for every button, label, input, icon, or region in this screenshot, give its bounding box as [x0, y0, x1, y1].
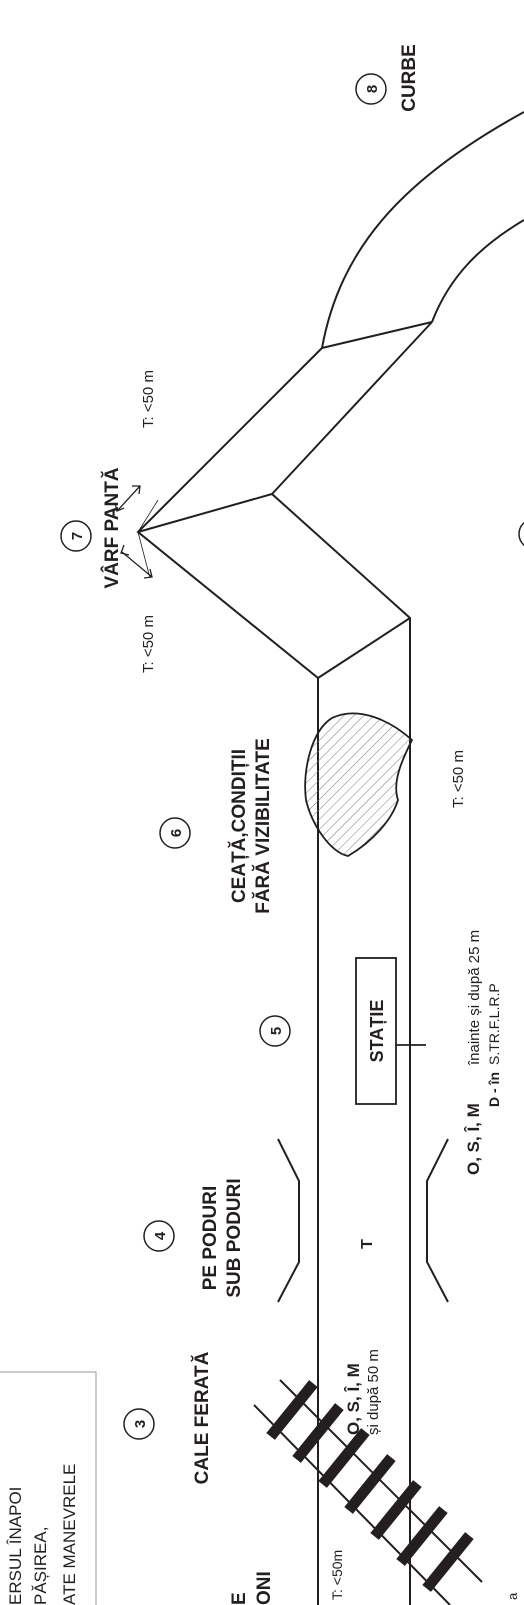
sleeper [292, 1403, 344, 1463]
number-4: 4 [152, 1231, 169, 1240]
curve-right-edge [431, 219, 524, 323]
legend-line-3: ATE MANEVRELE [60, 1464, 79, 1605]
rule-osim-station: O, S, Î, M [464, 1103, 483, 1175]
station-sign-box [355, 957, 397, 1105]
bridge-brackets [277, 1138, 449, 1303]
rule-t-50m-rail: T: <50m [329, 1550, 345, 1600]
title-curbe: CURBE [399, 44, 420, 112]
circle-8 [355, 73, 387, 105]
sleeper [344, 1454, 396, 1514]
circle-6 [159, 817, 191, 849]
bridge-bracket-left [277, 1138, 300, 1303]
circle-7 [518, 521, 524, 547]
circle-3 [123, 1408, 155, 1440]
sleeper [396, 1506, 448, 1566]
partial-title-oni: ONI [254, 1571, 275, 1605]
bridge-bracket-right [426, 1138, 449, 1303]
fog-area [304, 712, 414, 857]
rule-strflrp: S.TR.F.L.R.P [486, 983, 502, 1065]
curve-left-edge [321, 111, 524, 349]
circle-5 [259, 1015, 291, 1047]
title-pe-poduri: PE PODURI [200, 1186, 221, 1291]
rule-t-bridge: T [359, 1239, 376, 1249]
rule-inainte-25m: înainte și după 25 m [466, 930, 483, 1066]
varf-number-ring [60, 520, 92, 552]
sleeper [266, 1380, 318, 1440]
railway-track [253, 1379, 483, 1605]
legend-box [0, 1371, 97, 1605]
number-5: 5 [268, 1027, 285, 1035]
road [136, 111, 524, 1605]
road-left-edge [136, 347, 323, 1605]
peak-arrow-right [117, 485, 141, 511]
rule-osim-rail: O, S, Î, M [344, 1363, 363, 1435]
peak-arrow-left [121, 551, 153, 578]
legend-line-1: ERSUL ÎNAPOI [6, 1487, 25, 1605]
road-right-edge [270, 321, 433, 1605]
road-crossline-low [317, 617, 411, 679]
number-8: 8 [364, 85, 381, 93]
rule-d-in: D - în [486, 1072, 502, 1107]
peak-arrows [114, 485, 159, 579]
number-7: 7 [69, 532, 86, 540]
number-3: 3 [132, 1420, 149, 1428]
station-sign-text: STAȚIE [367, 1000, 387, 1063]
title-fara-vizibilitate: FĂRĂ VIZIBILITATE [252, 738, 274, 914]
title-cale-ferata: CALE FERATĂ [191, 1351, 213, 1484]
number-6: 6 [168, 829, 185, 837]
title-ceata: CEAȚĂ,CONDIȚII [228, 749, 250, 903]
sleeper [370, 1480, 422, 1540]
sleeper [422, 1532, 474, 1592]
number-circles [123, 73, 524, 1440]
title-sub-poduri: SUB PODURI [224, 1178, 245, 1297]
rule-dupa-50m: și după 50 m [365, 1349, 382, 1435]
partial-title-e: E [229, 1592, 250, 1605]
circle-4 [143, 1220, 175, 1252]
legend-line-2: PĂȘIREA, [31, 1527, 50, 1605]
road-crossline-peak [137, 493, 273, 533]
rule-t-50m-fog: T: <50 m [450, 750, 467, 808]
rule-t-50m-peak-left: T: <50 m [140, 615, 157, 673]
sleeper [318, 1428, 370, 1488]
bottom-fragment: a [505, 1592, 520, 1600]
road-crossline-curve [321, 321, 433, 349]
title-varf-panta: VÂRF PANTĂ [101, 467, 123, 588]
rule-t-50m-peak-right: T: <50 m [140, 370, 157, 428]
